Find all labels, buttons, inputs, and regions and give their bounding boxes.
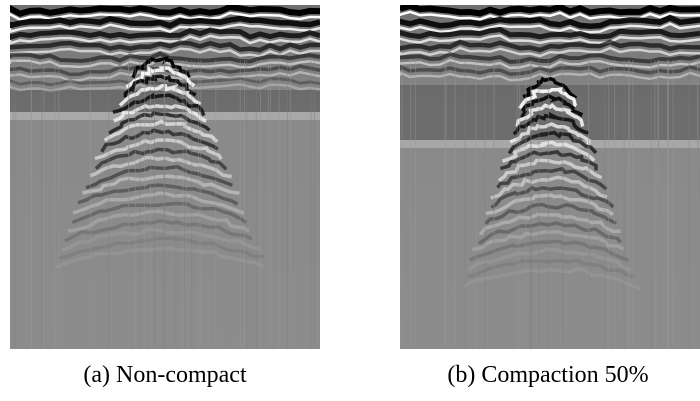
reflection: [112, 92, 206, 117]
stripe: [10, 15, 320, 29]
reflection: [113, 103, 207, 123]
reflection: [499, 149, 598, 171]
reflection: [103, 119, 219, 143]
reflection: [468, 239, 631, 263]
reflection: [472, 230, 625, 252]
stripe: [400, 71, 700, 82]
reflection: [507, 130, 598, 155]
stripe: [400, 46, 700, 58]
reflection: [501, 140, 596, 163]
reflection: [118, 83, 202, 107]
reflection: [60, 227, 261, 253]
reflection: [82, 174, 240, 195]
reflection: [131, 56, 191, 79]
stripe: [400, 34, 700, 45]
stripe: [10, 34, 320, 45]
reflection: [72, 191, 245, 215]
reflection: [484, 202, 617, 225]
reflection: [67, 209, 250, 233]
reflection: [462, 266, 642, 291]
reflection: [490, 185, 615, 210]
reflection: [100, 128, 219, 153]
stripe: [10, 40, 320, 53]
reflection: [467, 247, 632, 272]
reflection: [522, 76, 578, 100]
reflection: [71, 201, 248, 225]
reflection: [94, 138, 223, 161]
radargram-a: [10, 5, 320, 349]
reflection: [64, 218, 253, 243]
stripe: [400, 51, 700, 64]
reflection: [497, 158, 603, 183]
caption: (b) Compaction 50%: [447, 362, 648, 388]
stripe: [10, 82, 320, 94]
reflection: [485, 193, 614, 217]
stripe: [400, 39, 700, 53]
stripe: [10, 47, 320, 58]
stripe: [400, 22, 700, 34]
reflection: [515, 102, 585, 127]
stripe: [400, 14, 700, 30]
reflection: [94, 147, 228, 171]
stripe: [10, 51, 320, 64]
reflection: [490, 175, 608, 200]
stripe: [400, 10, 700, 21]
reflection: [55, 246, 265, 269]
reflection: [123, 74, 197, 98]
radargram-b: [400, 5, 700, 349]
reflection: [58, 236, 265, 260]
reflection: [477, 221, 622, 246]
reflection: [520, 94, 584, 119]
reflection: [77, 183, 239, 206]
reflection: [509, 122, 591, 146]
reflection: [518, 87, 578, 110]
band: [400, 85, 700, 140]
reflection: [89, 155, 232, 179]
stripe: [10, 23, 320, 34]
reflection: [512, 111, 590, 136]
stripe: [10, 11, 320, 21]
stripe: [10, 76, 320, 88]
reflection: [85, 165, 234, 190]
reflection: [466, 258, 635, 279]
reflection: [496, 166, 608, 191]
stripe: [10, 5, 320, 17]
stripe: [10, 27, 320, 40]
reflection: [108, 111, 211, 135]
stripe: [400, 5, 700, 17]
reflection: [125, 65, 196, 89]
stripe: [400, 26, 700, 40]
stripe: [400, 64, 700, 76]
caption: (a) Non-compact: [83, 362, 247, 388]
reflection: [478, 212, 621, 236]
stripe: [400, 58, 700, 70]
band: [10, 90, 320, 112]
